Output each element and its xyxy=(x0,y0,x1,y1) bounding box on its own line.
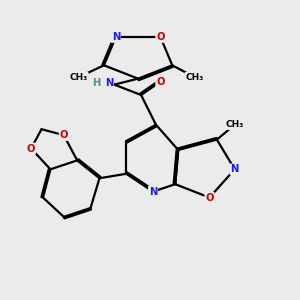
Text: N: N xyxy=(149,187,157,196)
Text: CH₃: CH₃ xyxy=(226,120,244,129)
Text: N: N xyxy=(230,164,239,174)
Text: O: O xyxy=(205,193,214,202)
Text: H: H xyxy=(92,78,100,88)
Text: CH₃: CH₃ xyxy=(70,73,88,82)
Text: O: O xyxy=(156,76,165,87)
Text: CH₃: CH₃ xyxy=(185,73,204,82)
Text: O: O xyxy=(27,143,35,154)
Text: N: N xyxy=(112,32,120,42)
Text: O: O xyxy=(60,130,68,140)
Text: O: O xyxy=(156,32,165,42)
Text: N: N xyxy=(105,78,113,88)
